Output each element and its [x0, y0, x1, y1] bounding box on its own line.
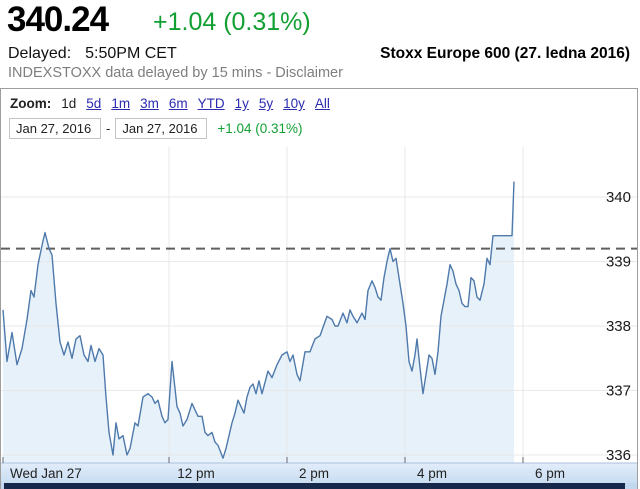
y-axis-labels: 336 337 338 339 340 — [606, 189, 631, 464]
date-range-row: Jan 27, 2016- Jan 27, 2016 +1.04 (0.31%) — [9, 118, 303, 139]
svg-text:338: 338 — [606, 318, 631, 335]
price-area — [3, 181, 514, 463]
zoom-range-all[interactable]: All — [314, 96, 330, 111]
svg-text:12 pm: 12 pm — [177, 466, 215, 481]
chart-scrollbar[interactable] — [4, 483, 625, 489]
price-chart[interactable]: 336 337 338 339 340 Wed Jan 27 12 pm 2 pm 4 pm 6 … — [1, 145, 637, 489]
range-change: +1.04 (0.31%) — [217, 121, 303, 136]
zoom-range-1y[interactable]: 1y — [234, 96, 249, 111]
svg-text:2 pm: 2 pm — [299, 466, 329, 481]
delay-note: INDEXSTOXX data delayed by 15 mins - Disc… — [8, 65, 343, 81]
x-axis-labels: Wed Jan 27 12 pm 2 pm 4 pm 6 pm — [10, 466, 565, 481]
time-axis-band[interactable] — [1, 463, 637, 483]
svg-text:339: 339 — [606, 254, 631, 271]
zoom-range-links: 1d 5d 1m 3m 6m YTD 1y 5y 10y All — [61, 96, 340, 111]
zoom-range-6m[interactable]: 6m — [168, 96, 188, 111]
svg-text:336: 336 — [606, 447, 631, 464]
delay-note-text: INDEXSTOXX data delayed by 15 mins - — [8, 65, 272, 81]
delayed-time: 5:50PM CET — [85, 45, 177, 62]
svg-text:4 pm: 4 pm — [417, 466, 447, 481]
zoom-range-3m[interactable]: 3m — [140, 96, 159, 111]
svg-text:340: 340 — [606, 189, 631, 206]
date-from-input[interactable]: Jan 27, 2016 — [9, 118, 101, 139]
price-change: +1.04 (0.31%) — [153, 8, 311, 36]
svg-text:6 pm: 6 pm — [535, 466, 565, 481]
svg-text:337: 337 — [606, 383, 631, 400]
zoom-controls: Zoom: 1d 5d 1m 3m 6m YTD 1y 5y 10y All — [10, 96, 340, 111]
disclaimer-link[interactable]: Disclaimer — [275, 65, 343, 81]
date-separator: - — [106, 121, 111, 136]
zoom-range-1d[interactable]: 1d — [61, 96, 77, 111]
date-to-input[interactable]: Jan 27, 2016 — [115, 118, 208, 139]
price-line — [2, 181, 515, 459]
zoom-range-5d[interactable]: 5d — [86, 96, 102, 111]
instrument-title: Stoxx Europe 600 (27. ledna 2016) — [380, 45, 630, 62]
last-price: 340.24 — [7, 0, 109, 39]
delayed-label: Delayed: — [8, 45, 72, 62]
gridlines — [1, 147, 637, 463]
zoom-range-1m[interactable]: 1m — [111, 96, 131, 111]
time-axis-ticks — [2, 457, 524, 463]
svg-text:Wed Jan 27: Wed Jan 27 — [10, 466, 82, 481]
zoom-range-ytd[interactable]: YTD — [197, 96, 225, 111]
zoom-label: Zoom: — [10, 96, 52, 111]
delayed-row: Delayed: 5:50PM CET — [8, 45, 177, 63]
zoom-range-5y[interactable]: 5y — [258, 96, 274, 111]
zoom-range-10y[interactable]: 10y — [283, 96, 305, 111]
chart-widget: Zoom: 1d 5d 1m 3m 6m YTD 1y 5y 10y All Jan 27, 201… — [0, 88, 638, 489]
